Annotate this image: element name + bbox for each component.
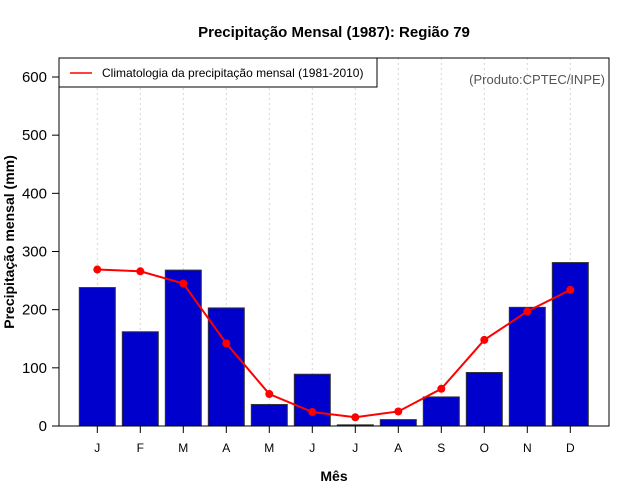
y-tick-label: 600 [22,69,47,86]
climatology-point [93,265,102,274]
x-tick-label: S [437,441,445,455]
x-axis-label: Mês [320,468,347,484]
climatology-point [308,408,317,417]
y-tick-label: 100 [22,360,47,377]
bar [78,287,116,427]
climatology-point [437,384,446,393]
bar [465,371,503,427]
x-tick-label: F [137,441,144,455]
bar [121,331,159,427]
climatology-point [480,335,489,344]
climatology-point [394,407,403,416]
climatology-point [179,279,188,288]
climatology-point [523,307,532,316]
y-tick-label: 0 [39,418,47,435]
legend: Climatologia da precipitação mensal (198… [58,57,378,88]
bar [207,307,245,427]
climatology-point [566,285,575,294]
legend-entry-climatology: Climatologia da precipitação mensal (198… [102,66,363,80]
bar [379,419,417,427]
x-tick-label: A [394,441,402,455]
x-tick-label: M [178,441,188,455]
climatology-point [265,390,274,399]
x-tick-label: D [566,441,575,455]
y-tick-label: 500 [22,127,47,144]
climatology-line [97,268,571,419]
source-credit: (Produto:CPTEC/INPE) [469,72,605,87]
y-axis: 0 100 200 300 400 500 600 [22,69,59,435]
bar [293,373,331,427]
x-tick-label: J [352,441,358,455]
legend-box [58,57,378,88]
x-tick-label: N [523,441,532,455]
bar [422,396,460,427]
y-tick-label: 300 [22,244,47,261]
x-tick-label: J [309,441,315,455]
x-tick-label: M [264,441,274,455]
climatology-point [136,267,145,276]
climatology-point [351,413,360,422]
bar [508,306,546,427]
y-axis-label: Precipitação mensal (mm) [1,155,17,329]
y-tick-label: 200 [22,302,47,319]
chart-title: Precipitação Mensal (1987): Região 79 [198,24,470,41]
bar-series [78,262,589,427]
climatology-point [222,339,231,348]
bar [250,403,288,427]
x-tick-label: O [480,441,489,455]
x-tick-label: A [222,441,230,455]
bar [164,269,202,427]
x-tick-label: J [94,441,100,455]
y-tick-label: 400 [22,185,47,202]
climatology-series [93,265,575,422]
